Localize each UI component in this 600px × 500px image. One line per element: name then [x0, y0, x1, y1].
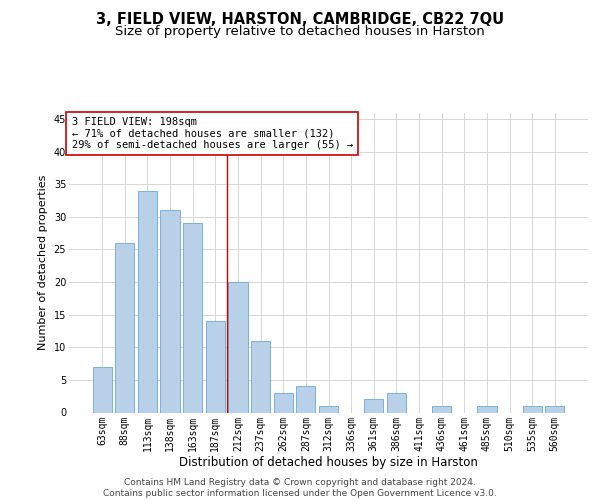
Bar: [160, 210, 180, 412]
Bar: [138, 191, 157, 412]
Text: Contains HM Land Registry data © Crown copyright and database right 2024.
Contai: Contains HM Land Registry data © Crown c…: [103, 478, 497, 498]
Text: Size of property relative to detached houses in Harston: Size of property relative to detached ho…: [115, 25, 485, 38]
Bar: [206, 321, 225, 412]
Text: 3, FIELD VIEW, HARSTON, CAMBRIDGE, CB22 7QU: 3, FIELD VIEW, HARSTON, CAMBRIDGE, CB22 …: [96, 12, 504, 28]
Bar: [387, 393, 406, 412]
Bar: [115, 243, 134, 412]
Bar: [523, 406, 542, 412]
Bar: [364, 400, 383, 412]
Bar: [296, 386, 316, 412]
Bar: [319, 406, 338, 412]
Bar: [229, 282, 248, 412]
Y-axis label: Number of detached properties: Number of detached properties: [38, 175, 48, 350]
Bar: [274, 393, 293, 412]
Bar: [545, 406, 565, 412]
Bar: [432, 406, 451, 412]
Bar: [183, 224, 202, 412]
X-axis label: Distribution of detached houses by size in Harston: Distribution of detached houses by size …: [179, 456, 478, 469]
Bar: [251, 341, 270, 412]
Bar: [477, 406, 497, 412]
Bar: [92, 367, 112, 412]
Text: 3 FIELD VIEW: 198sqm
← 71% of detached houses are smaller (132)
29% of semi-deta: 3 FIELD VIEW: 198sqm ← 71% of detached h…: [71, 117, 353, 150]
